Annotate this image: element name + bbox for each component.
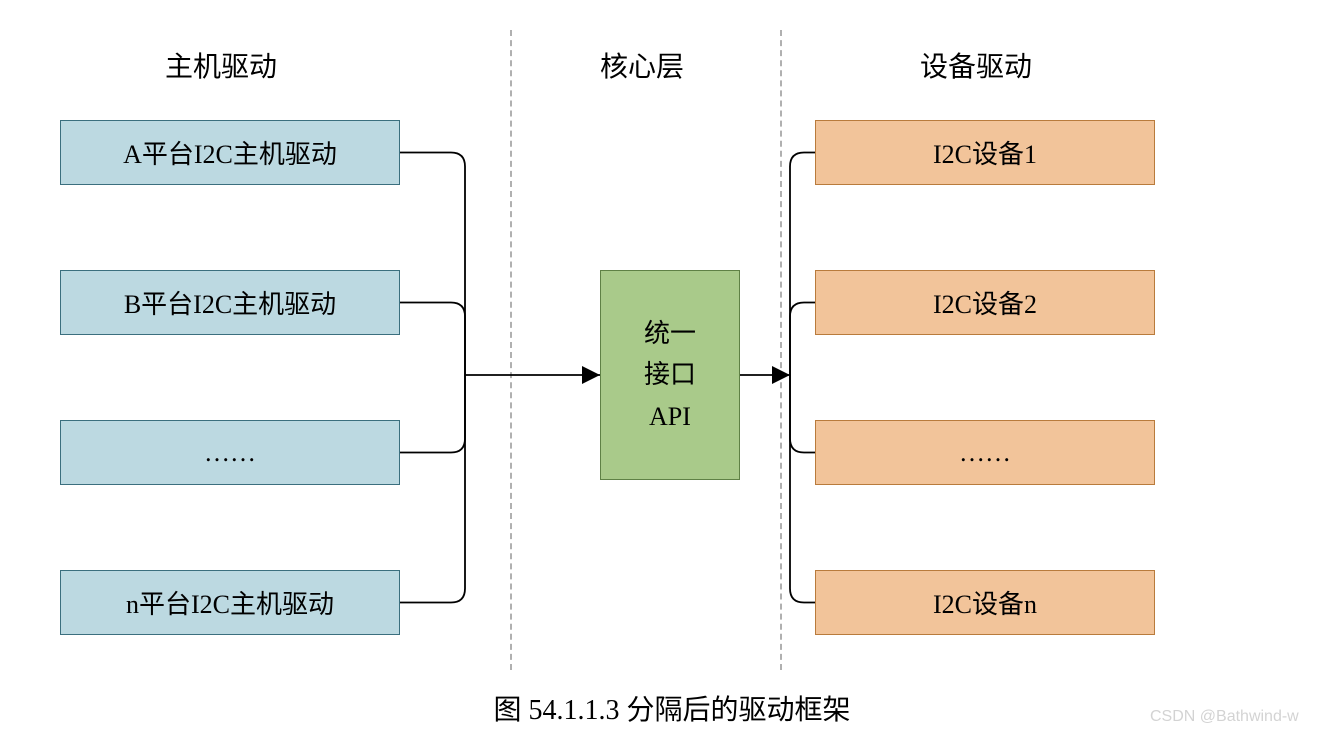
- left-box-3-label: n平台I2C主机驱动: [126, 584, 334, 621]
- center-line3: API: [644, 396, 696, 438]
- right-box-2-label: ……: [959, 438, 1011, 468]
- left-box-0-label: A平台I2C主机驱动: [123, 134, 337, 171]
- right-box-0: I2C设备1: [815, 120, 1155, 185]
- watermark: CSDN @Bathwind-w: [1150, 708, 1299, 726]
- header-center: 核心层: [600, 45, 684, 85]
- left-box-3: n平台I2C主机驱动: [60, 570, 400, 635]
- caption: 图 54.1.1.3 分隔后的驱动框架: [0, 688, 1344, 728]
- left-box-2: ……: [60, 420, 400, 485]
- header-right: 设备驱动: [920, 45, 1032, 85]
- left-box-1-label: B平台I2C主机驱动: [124, 284, 336, 321]
- right-box-1: I2C设备2: [815, 270, 1155, 335]
- header-left: 主机驱动: [165, 45, 277, 85]
- right-box-3: I2C设备n: [815, 570, 1155, 635]
- diagram-root: 主机驱动 核心层 设备驱动 A平台I2C主机驱动 B平台I2C主机驱动 …… n…: [0, 0, 1344, 737]
- divider-2: [780, 30, 782, 670]
- center-line1: 统一: [644, 313, 696, 355]
- right-box-2: ……: [815, 420, 1155, 485]
- left-box-1: B平台I2C主机驱动: [60, 270, 400, 335]
- center-box-content: 统一 接口 API: [644, 313, 696, 438]
- left-box-2-label: ……: [204, 438, 256, 468]
- divider-1: [510, 30, 512, 670]
- right-box-1-label: I2C设备2: [933, 284, 1037, 321]
- center-box: 统一 接口 API: [600, 270, 740, 480]
- right-box-0-label: I2C设备1: [933, 134, 1037, 171]
- center-line2: 接口: [644, 354, 696, 396]
- right-box-3-label: I2C设备n: [933, 584, 1037, 621]
- left-box-0: A平台I2C主机驱动: [60, 120, 400, 185]
